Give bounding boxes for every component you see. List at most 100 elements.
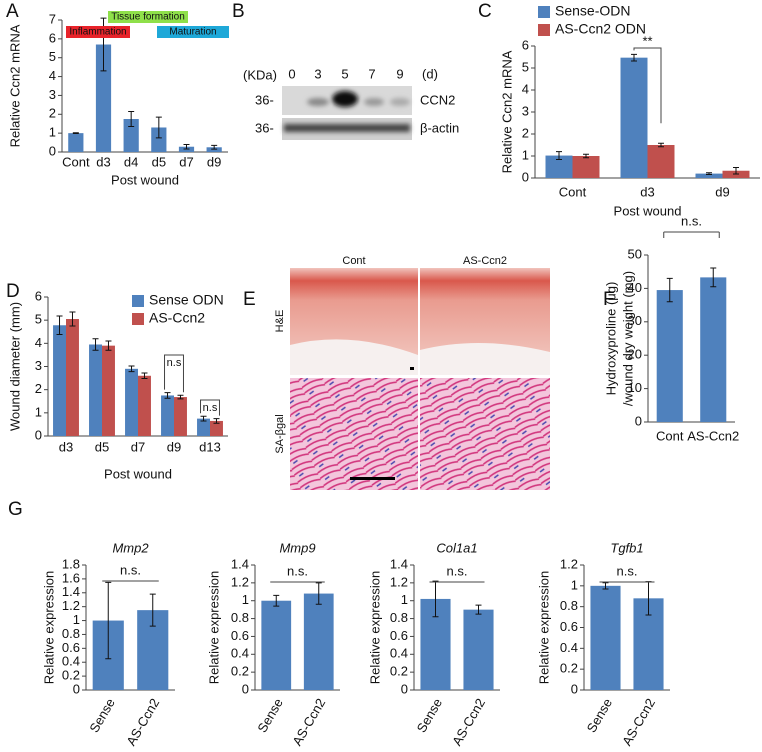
bar <box>210 420 223 436</box>
y-tick-label: 0 <box>73 681 80 696</box>
blot-bands <box>284 91 410 132</box>
legend-label: AS-Ccn2 <box>149 310 205 326</box>
bar <box>572 156 600 178</box>
error-bar <box>602 582 609 590</box>
y-tick-label: 0 <box>522 169 529 184</box>
bar <box>123 119 139 152</box>
y-tick-label: 1 <box>571 577 578 592</box>
y-axis-label: Wound diameter (mm) <box>7 302 22 431</box>
row-label: SA-βgal <box>274 414 286 453</box>
y-axis-label: Relative expression <box>536 571 551 684</box>
y-tick-label: 0 <box>35 427 42 442</box>
y-tick-label: 2 <box>35 381 42 396</box>
x-axis-label: Post wound <box>614 203 682 218</box>
x-tick-label: Sense <box>254 696 285 735</box>
panel-label: C <box>478 1 492 22</box>
panel-label: A <box>6 1 19 22</box>
legend-swatch <box>132 295 144 307</box>
x-tick-label: d3 <box>96 154 110 169</box>
significance-bracket <box>633 47 662 124</box>
x-tick-label: d9 <box>207 154 221 169</box>
y-tick-label: 0.4 <box>560 640 578 655</box>
x-tick-label: d5 <box>95 439 109 454</box>
y-tick-label: 1 <box>401 592 408 607</box>
y-tick-label: 5 <box>49 49 56 64</box>
bar <box>647 145 675 178</box>
y-axis-label: Relative Ccn2 mRNA <box>499 50 514 173</box>
phase-label: Tissue formation <box>111 12 185 23</box>
error-bar <box>105 340 112 351</box>
panel-label: D <box>6 281 20 302</box>
x-axis-label: Post wound <box>111 172 179 187</box>
y-tick-label: 7 <box>49 11 56 26</box>
y-tick-label: 1.2 <box>231 574 249 589</box>
bar <box>174 397 187 436</box>
x-tick-label: AS-Ccn2 <box>619 696 658 747</box>
lane-label: 5 <box>341 66 348 81</box>
chart-title: Col1a1 <box>436 540 477 555</box>
error-bar <box>177 394 184 400</box>
y-tick-label: 1 <box>73 612 80 627</box>
y-axis-label: Hydroxyproline (μg) <box>603 282 618 396</box>
y-tick-label: 2 <box>49 106 56 121</box>
histology-background <box>290 339 550 375</box>
y-tick-label: 5 <box>522 59 529 74</box>
panel-label: F <box>603 289 615 310</box>
row-label: β-actin <box>420 120 459 135</box>
error-bar <box>658 142 664 148</box>
bar <box>620 57 648 178</box>
y-tick-label: 1 <box>522 147 529 162</box>
error-bar <box>128 110 135 128</box>
y-tick-label: 0.6 <box>62 640 80 655</box>
y-tick-label: 6 <box>49 30 56 45</box>
y-tick-label: 0.8 <box>231 610 249 625</box>
error-bar <box>141 372 148 380</box>
y-tick-label: 6 <box>522 37 529 52</box>
x-tick-label: d3 <box>640 184 654 199</box>
legend-label: Sense ODN <box>149 292 224 308</box>
y-tick-label: 30 <box>628 313 642 328</box>
y-tick-label: 5 <box>35 312 42 327</box>
y-tick-label: 0 <box>401 681 408 696</box>
axis-line <box>61 20 228 153</box>
y-tick-label: 1.6 <box>62 570 80 585</box>
x-tick-label: Sense <box>584 696 615 735</box>
y-tick-label: 3 <box>522 103 529 118</box>
bar <box>53 325 66 436</box>
y-tick-label: 50 <box>628 246 642 261</box>
x-axis-label: Post wound <box>104 466 172 481</box>
y-tick-label: 1.2 <box>390 574 408 589</box>
bar <box>125 368 138 436</box>
lane-label: 3 <box>314 66 321 81</box>
error-bar <box>128 365 135 373</box>
y-tick-label: 4 <box>522 81 529 96</box>
y-tick-label: 0 <box>242 681 249 696</box>
lane-label: 7 <box>368 66 375 81</box>
error-bar <box>666 277 673 303</box>
bar <box>138 375 151 436</box>
y-tick-label: 1 <box>242 592 249 607</box>
y-tick-label: 1.2 <box>560 556 578 571</box>
x-tick-label: d7 <box>179 154 193 169</box>
bar <box>590 585 621 690</box>
annotation: n.s. <box>447 563 468 578</box>
x-tick-label: Cont <box>62 154 90 169</box>
x-tick-label: d7 <box>131 439 145 454</box>
column-label: AS-Ccn2 <box>463 255 507 267</box>
y-tick-label: 1.4 <box>62 584 80 599</box>
y-tick-label: 4 <box>49 68 56 83</box>
chart-title: Tgfb1 <box>610 540 643 555</box>
y-tick-label: 4 <box>35 335 42 350</box>
y-tick-label: 6 <box>35 288 42 303</box>
y-tick-label: 0 <box>571 681 578 696</box>
row-label: H&E <box>274 310 286 333</box>
bar <box>161 395 174 436</box>
marker-label: 36- <box>255 120 274 135</box>
y-tick-label: 0.6 <box>560 619 578 634</box>
error-bar <box>56 315 63 336</box>
annotation: n.s. <box>120 562 141 577</box>
y-axis-label: Relative Ccn2 mRNA <box>7 24 22 147</box>
y-tick-label: 10 <box>628 380 642 395</box>
annotation: ** <box>642 33 652 48</box>
